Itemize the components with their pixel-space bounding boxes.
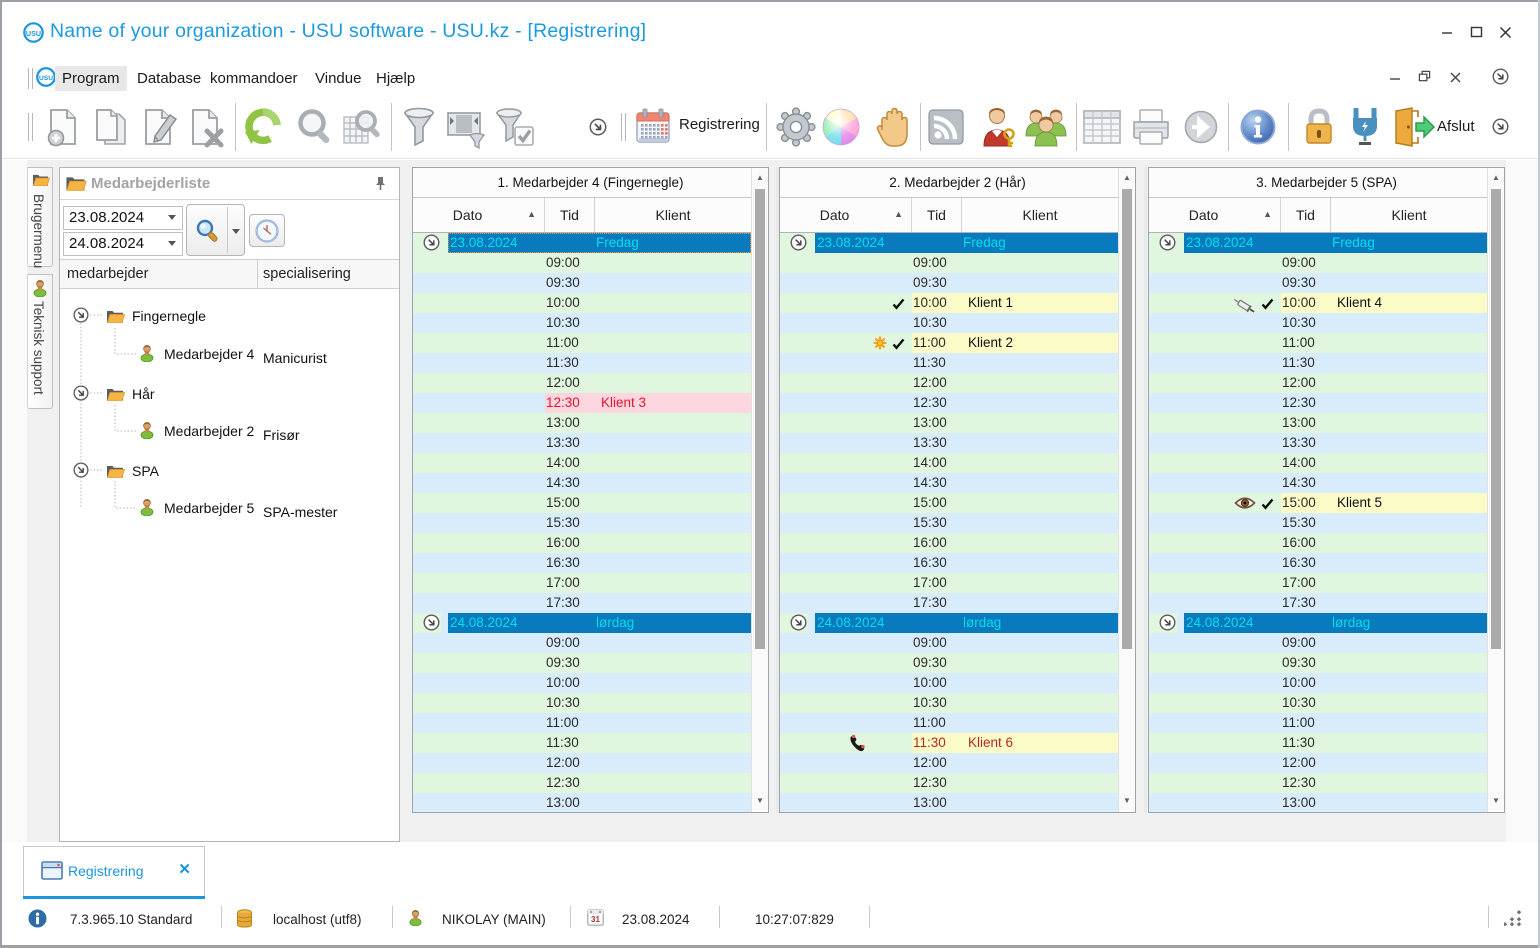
- svg-text:USU: USU: [39, 75, 53, 82]
- svg-text:31: 31: [591, 915, 600, 924]
- svg-text:USU: USU: [26, 29, 41, 38]
